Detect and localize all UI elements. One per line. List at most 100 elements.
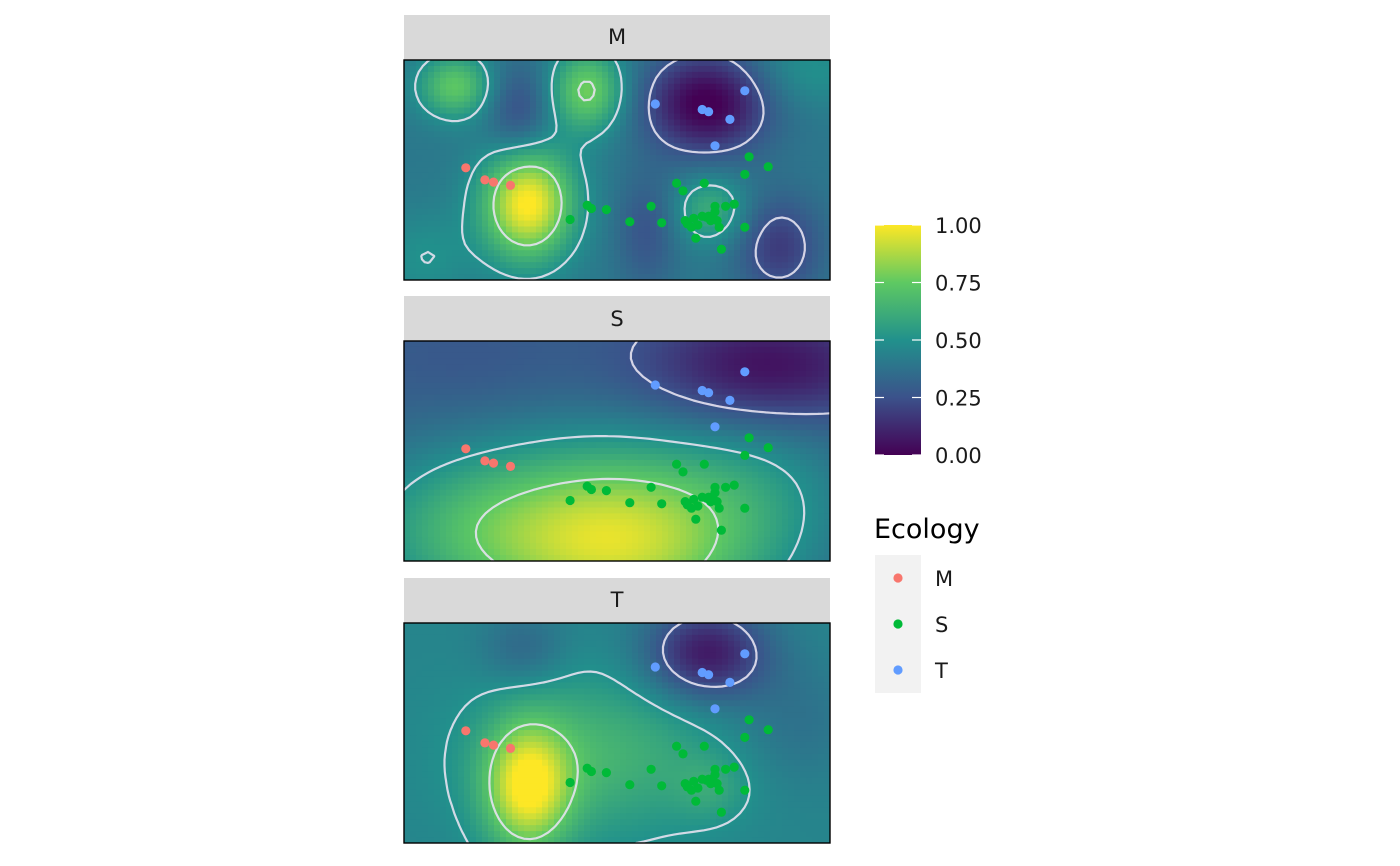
heat-cell [788,149,795,156]
heat-cell [728,149,735,156]
heat-cell [758,155,765,162]
heat-cell [422,184,429,192]
heat-cell [620,137,627,144]
heat-cell [698,250,705,257]
heat-cell [572,531,579,538]
heat-cell [542,184,549,192]
heat-cell [506,501,513,509]
heat-cell [524,101,531,109]
heat-cell [734,77,741,85]
heat-cell [716,113,723,121]
heat-cell [572,208,579,216]
heat-cell [500,161,507,168]
heat-cell [602,376,609,384]
heat-cell [410,519,417,526]
heat-cell [452,214,459,222]
heat-cell [572,226,579,234]
heat-cell [722,352,729,360]
heat-cell [818,83,825,91]
heat-cell [434,83,441,91]
heat-cell [818,406,825,413]
heat-cell [764,406,771,413]
heat-cell [548,167,555,174]
heat-cell [422,358,429,366]
heat-cell [740,178,747,186]
heat-cell [656,131,663,138]
heat-cell [500,83,507,91]
heat-cell [452,220,459,228]
heat-cell [482,394,489,402]
heat-cell [704,83,711,91]
heat-cell [674,83,681,91]
heat-cell [416,495,423,503]
heat-cell [560,190,567,198]
heat-cell [506,436,513,443]
heat-cell [674,525,681,532]
heat-cell [740,256,747,263]
heat-cell [536,483,543,491]
heat-cell [824,244,830,251]
heat-cell [584,113,591,121]
heat-cell [614,101,621,109]
heat-cell [692,406,699,413]
heat-cell [554,238,561,245]
heat-cell [608,453,615,461]
heat-cell [626,161,633,168]
heat-cell [764,149,771,156]
heat-cell [578,77,585,85]
heat-cell [488,370,495,378]
heat-cell [458,519,465,526]
data-point [740,86,750,96]
heat-cell [698,430,705,437]
heat-cell [626,190,633,198]
heat-cell [626,155,633,162]
heat-cell [476,178,483,186]
heat-cell [638,244,645,251]
heat-cell [590,513,597,520]
heat-cell [806,268,813,275]
heat-cell [548,268,555,275]
heat-cell [806,161,813,168]
heat-cell [698,238,705,245]
heat-cell [470,471,477,479]
heat-cell [446,262,453,269]
heat-cell [680,412,687,419]
heat-cell [494,119,501,127]
heat-cell [572,459,579,467]
heat-cell [416,137,423,144]
heat-cell [788,143,795,150]
heat-cell [698,436,705,443]
heat-cell [542,71,549,79]
heat-cell [788,71,795,79]
heat-cell [692,370,699,378]
heat-cell [626,131,633,138]
heat-cell [692,453,699,461]
heat-cell [680,483,687,491]
heat-cell [512,71,519,79]
heat-cell [818,71,825,79]
heat-cell [470,489,477,497]
heat-cell [548,131,555,138]
heat-cell [428,101,435,109]
heat-cell [560,226,567,234]
heat-cell [446,214,453,222]
heat-cell [446,412,453,419]
heat-cell [614,232,621,239]
heat-cell [782,65,789,73]
heat-cell [428,149,435,156]
heat-cell [548,364,555,372]
heat-cell [794,418,801,425]
heat-cell [626,244,633,251]
heat-cell [734,262,741,269]
heat-cell [788,161,795,168]
heat-cell [656,376,663,384]
heat-cell [716,513,723,520]
heat-cell [662,430,669,437]
heat-cell [788,119,795,127]
heat-cell [506,244,513,251]
heat-cell [764,424,771,431]
heat-cell [770,352,777,360]
heat-cell [674,507,681,515]
heat-cell [590,131,597,138]
heat-cell [824,519,830,526]
